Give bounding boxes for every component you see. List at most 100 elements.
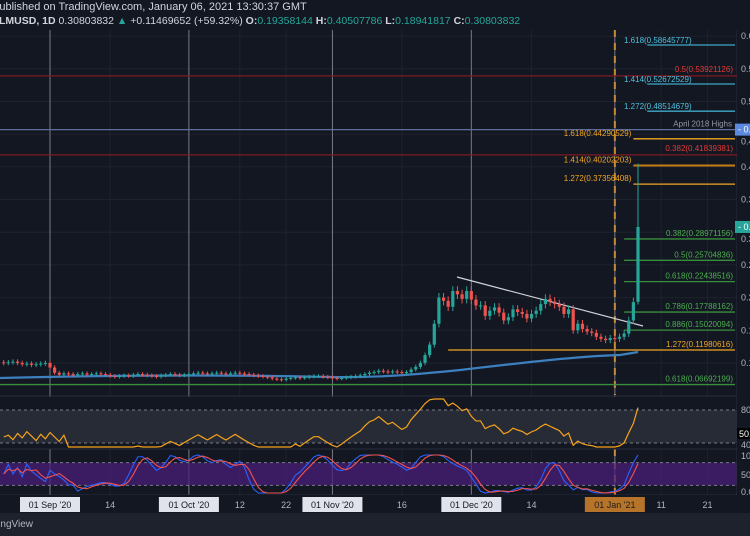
candle bbox=[506, 313, 510, 325]
candle bbox=[164, 372, 168, 378]
candle bbox=[99, 371, 103, 376]
candle-body bbox=[270, 377, 274, 379]
candle bbox=[94, 371, 98, 376]
high-label: H: bbox=[315, 15, 327, 27]
candle-body bbox=[465, 291, 469, 299]
candle-body bbox=[539, 304, 543, 311]
price-tick-label: 0.30 bbox=[741, 234, 750, 244]
candle bbox=[191, 371, 196, 376]
candle-body bbox=[391, 371, 395, 373]
symbol-name[interactable]: XLMUSD, 1D bbox=[0, 15, 56, 27]
candle bbox=[66, 371, 71, 376]
candle bbox=[437, 293, 441, 328]
candle bbox=[358, 373, 362, 378]
candle-body bbox=[233, 372, 237, 374]
stoch-axis-label: 50.0 bbox=[741, 470, 750, 480]
candle bbox=[6, 359, 10, 366]
candle-body bbox=[293, 377, 297, 379]
up-arrow-icon: ▲ bbox=[116, 15, 128, 27]
price-tick-label: 0.20 bbox=[741, 293, 750, 303]
time-axis[interactable]: 01 Sep '20 14 01 Oct '20 12 22 01 Nov '20 16 01… bbox=[0, 495, 750, 513]
candle-body bbox=[141, 374, 145, 376]
tradingview-brand: TradingView bbox=[0, 519, 34, 530]
candle-body bbox=[423, 355, 427, 363]
candle-body bbox=[66, 373, 71, 375]
candle bbox=[529, 309, 534, 323]
fib-level-label: 1.618(0.58645777) bbox=[624, 36, 692, 45]
candle-body bbox=[39, 363, 43, 365]
candle bbox=[627, 316, 631, 337]
price-axis[interactable]: 0.60 0.55 0.50 0.45 0.40 0.35 0.30 0.25 0.20 0.15… bbox=[735, 30, 750, 513]
april-price-tag bbox=[735, 123, 750, 136]
candle bbox=[131, 372, 135, 378]
price-tick-label: 0.40 bbox=[741, 162, 750, 172]
candle bbox=[539, 299, 543, 315]
candle-body bbox=[289, 377, 293, 379]
candle-body bbox=[529, 313, 534, 319]
price-tick-label: 0.35 bbox=[741, 195, 750, 205]
candle bbox=[90, 372, 94, 377]
candle bbox=[76, 372, 80, 378]
candle bbox=[298, 375, 302, 380]
low-value: 0.18941817 bbox=[395, 15, 451, 27]
close-value: 0.30803832 bbox=[464, 15, 521, 27]
candle bbox=[580, 320, 585, 333]
candle bbox=[631, 297, 635, 325]
candle bbox=[29, 361, 34, 368]
candle-body bbox=[90, 374, 94, 376]
candle bbox=[108, 372, 112, 378]
date-tag-bg bbox=[158, 497, 219, 512]
candle-body bbox=[344, 377, 348, 379]
candle bbox=[497, 303, 501, 317]
candle-body bbox=[20, 362, 24, 365]
candle bbox=[2, 359, 6, 366]
candle-body bbox=[349, 376, 353, 378]
candle bbox=[344, 375, 348, 380]
candle bbox=[173, 372, 177, 377]
candle bbox=[418, 360, 422, 370]
candle-body bbox=[25, 363, 29, 365]
candle-body bbox=[53, 367, 57, 373]
fib-level-label: 0.618(0.22438516) bbox=[665, 272, 733, 281]
candle-body bbox=[492, 307, 497, 311]
price-change: +0.11469652 (+59.32%) bbox=[130, 15, 243, 27]
candle-body bbox=[201, 372, 205, 374]
candle bbox=[71, 372, 75, 378]
candle-body bbox=[604, 338, 608, 341]
candle bbox=[11, 359, 15, 365]
candle-body bbox=[298, 377, 302, 379]
candle bbox=[520, 307, 524, 318]
candle bbox=[215, 370, 219, 376]
candle bbox=[20, 360, 24, 367]
last-price-tag-label: - 0.308 bbox=[738, 222, 750, 232]
candle bbox=[492, 303, 497, 315]
drawing-levels[interactable]: 0.5(0.53921126) 0.382(0.41839381) April 20… bbox=[0, 36, 737, 386]
candle-body bbox=[617, 336, 622, 339]
candle-body bbox=[113, 376, 117, 378]
candle bbox=[423, 352, 427, 366]
candle bbox=[599, 333, 603, 342]
candle bbox=[159, 373, 163, 379]
candle-body bbox=[326, 376, 330, 378]
candle-body bbox=[432, 323, 436, 345]
footer: TradingView bbox=[0, 513, 750, 536]
candle-body bbox=[534, 310, 538, 314]
candle-body bbox=[335, 377, 339, 379]
candle-body bbox=[178, 374, 182, 376]
candle bbox=[576, 320, 580, 334]
close-label: C: bbox=[453, 15, 465, 27]
candle-body bbox=[224, 373, 228, 375]
candle-body bbox=[2, 362, 6, 364]
candle bbox=[293, 375, 297, 380]
candle bbox=[196, 370, 200, 376]
candle-body bbox=[404, 372, 409, 374]
candle bbox=[256, 373, 260, 378]
low-label: L: bbox=[385, 15, 396, 27]
candle-body bbox=[145, 374, 149, 376]
candle bbox=[483, 301, 487, 320]
price-chart[interactable]: 0.5(0.53921126) 0.382(0.41839381) April 20… bbox=[0, 0, 750, 513]
candle-body bbox=[400, 372, 404, 374]
candle bbox=[511, 305, 515, 322]
candle-body bbox=[275, 378, 279, 380]
candle-body bbox=[478, 305, 483, 307]
